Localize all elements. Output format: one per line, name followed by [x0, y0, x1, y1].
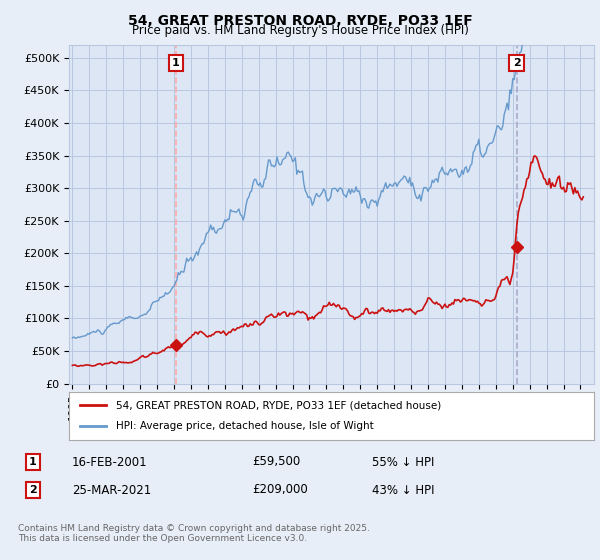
Text: 54, GREAT PRESTON ROAD, RYDE, PO33 1EF (detached house): 54, GREAT PRESTON ROAD, RYDE, PO33 1EF (… [116, 400, 442, 410]
Text: 1: 1 [172, 58, 180, 68]
Text: £209,000: £209,000 [252, 483, 308, 497]
Text: 2: 2 [29, 485, 37, 495]
Text: 54, GREAT PRESTON ROAD, RYDE, PO33 1EF: 54, GREAT PRESTON ROAD, RYDE, PO33 1EF [128, 14, 472, 28]
Text: Contains HM Land Registry data © Crown copyright and database right 2025.
This d: Contains HM Land Registry data © Crown c… [18, 524, 370, 543]
Text: 2: 2 [513, 58, 520, 68]
Text: 16-FEB-2001: 16-FEB-2001 [72, 455, 148, 469]
Text: £59,500: £59,500 [252, 455, 300, 469]
Text: Price paid vs. HM Land Registry's House Price Index (HPI): Price paid vs. HM Land Registry's House … [131, 24, 469, 37]
Text: 25-MAR-2021: 25-MAR-2021 [72, 483, 151, 497]
Text: 43% ↓ HPI: 43% ↓ HPI [372, 483, 434, 497]
Text: 1: 1 [29, 457, 37, 467]
Text: HPI: Average price, detached house, Isle of Wight: HPI: Average price, detached house, Isle… [116, 421, 374, 431]
Text: 55% ↓ HPI: 55% ↓ HPI [372, 455, 434, 469]
